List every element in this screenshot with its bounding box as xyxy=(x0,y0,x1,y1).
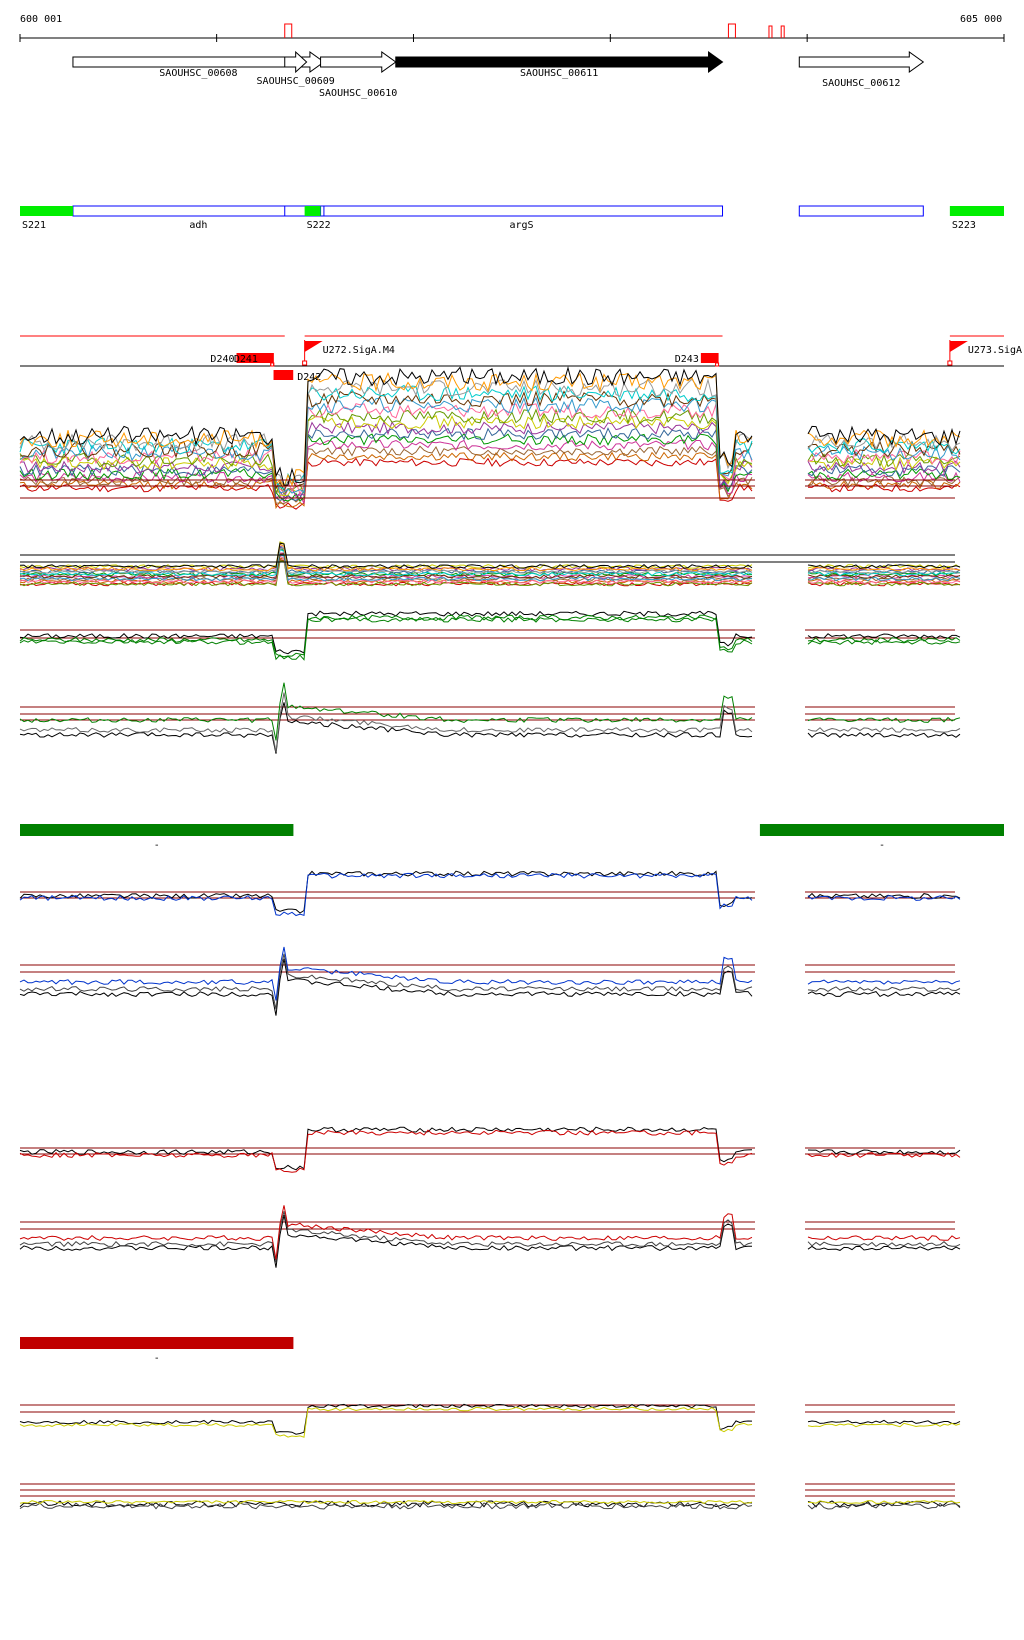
gene-label: SAOUHSC_00611 xyxy=(520,68,598,79)
segment-blue-box xyxy=(284,205,308,217)
profile-trace xyxy=(19,1406,961,1438)
gene-arrow xyxy=(395,51,724,73)
promoter-mark xyxy=(768,25,773,38)
segment-green-box xyxy=(304,206,321,216)
profile-trace xyxy=(19,1499,961,1505)
profile-trace xyxy=(19,1502,961,1510)
promoter-mark xyxy=(727,23,736,38)
profile-trace xyxy=(19,614,961,658)
up-flag-label: U273.SigA xyxy=(968,345,1022,356)
gene-arrow xyxy=(320,51,397,73)
profile-trace xyxy=(19,958,961,1016)
up-flag xyxy=(304,341,323,352)
profile-trace xyxy=(19,408,961,496)
profile-trace xyxy=(19,542,961,569)
segment-green-label: S221 xyxy=(22,220,46,231)
condition-label: - xyxy=(154,1353,160,1364)
segment-green-label: S223 xyxy=(952,220,976,231)
segment-blue-box xyxy=(798,205,924,217)
profile-trace xyxy=(19,1500,961,1508)
profile-trace xyxy=(19,555,961,584)
up-flag-base xyxy=(947,360,953,366)
condition-label: - xyxy=(879,840,885,851)
coordinate-ruler: 600 001 605 000 xyxy=(19,14,1005,42)
down-feature-tick xyxy=(270,362,275,367)
up-flag xyxy=(949,341,968,352)
profile-trace xyxy=(19,682,961,741)
profile-trace xyxy=(19,1211,961,1263)
profile-trace xyxy=(19,616,961,661)
segment-green-box xyxy=(949,206,1004,216)
ruler-start-label: 600 001 xyxy=(20,14,62,25)
gene-label: SAOUHSC_00609 xyxy=(257,76,335,87)
promoter-mark xyxy=(284,23,293,38)
profile-trace xyxy=(19,560,961,587)
ruler-ticks xyxy=(19,34,1005,42)
profile-trace xyxy=(19,953,961,1010)
transcription-feature-track: D240 D241 D243 D242 U272.SigA.M4 U273.SigA xyxy=(20,335,1022,383)
profile-trace xyxy=(19,445,961,505)
ruler-end-label: 605 000 xyxy=(960,14,1002,25)
condition-track: - - - xyxy=(20,824,1004,1364)
profile-trace xyxy=(19,702,961,754)
down-feature-label: D242 xyxy=(297,372,321,383)
segment-blue-box xyxy=(320,205,724,217)
segment-blue-label: argS xyxy=(509,220,533,231)
down-feature-label: D241 xyxy=(234,354,258,365)
gene-label: SAOUHSC_00608 xyxy=(159,68,237,79)
expression-profile-tracks xyxy=(19,365,961,1510)
gene-arrow xyxy=(72,51,325,73)
down-feature-label: D243 xyxy=(675,354,699,365)
profile-trace xyxy=(19,433,961,503)
down-feature-box xyxy=(259,353,274,363)
segment-green-label: S222 xyxy=(307,220,331,231)
condition-label: - xyxy=(154,840,160,851)
condition-bar xyxy=(20,1337,294,1349)
down-feature-label: D240 xyxy=(210,354,234,365)
profile-trace xyxy=(19,365,961,486)
profile-trace xyxy=(19,548,961,574)
profile-trace xyxy=(19,427,961,501)
segment-blue-label: adh xyxy=(189,220,207,231)
profile-trace xyxy=(19,552,961,579)
profile-trace xyxy=(19,414,961,497)
profile-trace xyxy=(19,553,961,579)
segment-track: adh argS S221 S222 S223 xyxy=(20,205,1004,231)
profile-trace xyxy=(19,457,961,510)
gene-label: SAOUHSC_00610 xyxy=(319,88,397,99)
up-flag-base xyxy=(302,360,308,366)
down-feature-tick xyxy=(715,362,720,367)
profile-trace xyxy=(19,1129,961,1173)
profile-trace xyxy=(19,403,961,496)
gene-arrow xyxy=(798,51,925,73)
down-feature-box xyxy=(236,353,274,363)
segment-green-box xyxy=(20,206,73,216)
segment-blue-box xyxy=(72,205,325,217)
gene-arrow xyxy=(284,50,308,74)
condition-bar xyxy=(20,824,294,836)
profile-trace xyxy=(19,872,961,917)
down-feature-box xyxy=(700,353,719,363)
profile-trace xyxy=(19,610,961,655)
ruler-promoter-marks xyxy=(284,23,785,38)
up-flag-label: U272.SigA.M4 xyxy=(323,345,395,356)
profile-trace xyxy=(19,1215,961,1268)
condition-bar xyxy=(759,824,1004,836)
profile-trace xyxy=(19,1205,961,1260)
profile-trace xyxy=(19,384,961,490)
profile-trace xyxy=(19,692,961,753)
gene-label: SAOUHSC_00612 xyxy=(822,78,900,89)
profile-trace xyxy=(19,1403,961,1435)
promoter-mark xyxy=(780,25,785,38)
down-feature-box xyxy=(273,370,294,380)
profile-trace xyxy=(19,946,961,1001)
